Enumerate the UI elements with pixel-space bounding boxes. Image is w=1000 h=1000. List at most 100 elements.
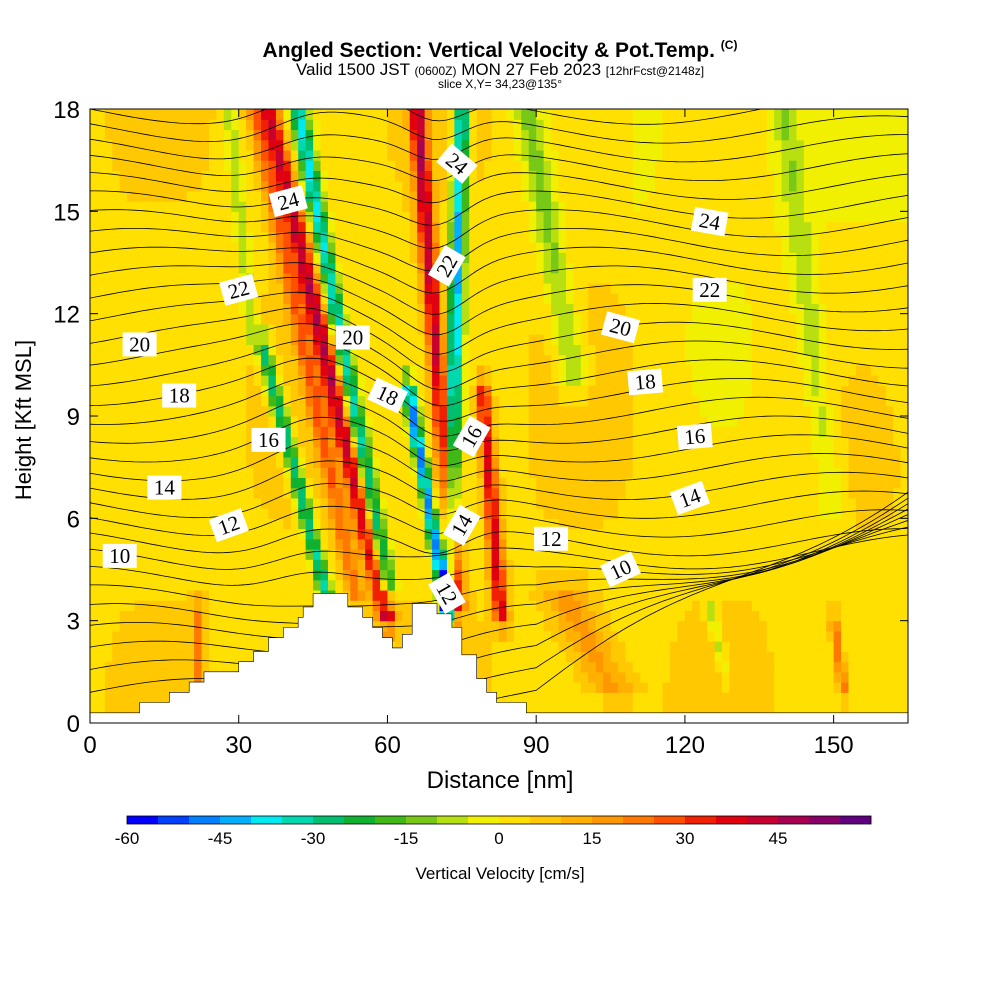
velocity-cell bbox=[543, 702, 552, 714]
velocity-cell bbox=[231, 589, 240, 601]
velocity-cell bbox=[127, 446, 136, 458]
velocity-cell bbox=[699, 313, 708, 325]
velocity-cell bbox=[461, 497, 470, 509]
velocity-cell bbox=[432, 559, 441, 571]
velocity-cell bbox=[216, 272, 225, 284]
velocity-cell bbox=[387, 201, 396, 212]
velocity-cell bbox=[186, 661, 195, 673]
velocity-cell bbox=[647, 682, 656, 693]
velocity-cell bbox=[662, 651, 671, 663]
velocity-cell bbox=[261, 477, 270, 489]
velocity-cell bbox=[119, 426, 128, 438]
velocity-cell bbox=[350, 579, 359, 591]
velocity-cell bbox=[536, 651, 545, 663]
velocity-cell bbox=[409, 589, 418, 601]
velocity-cell bbox=[380, 262, 389, 274]
velocity-cell bbox=[454, 416, 463, 427]
velocity-cell bbox=[551, 456, 560, 468]
velocity-cell bbox=[409, 252, 418, 264]
velocity-cell bbox=[647, 518, 656, 530]
velocity-cell bbox=[476, 211, 485, 223]
velocity-cell bbox=[536, 559, 545, 571]
velocity-cell bbox=[394, 149, 403, 161]
velocity-cell bbox=[543, 180, 552, 192]
velocity-cell bbox=[320, 518, 329, 530]
velocity-cell bbox=[617, 579, 627, 591]
velocity-cell bbox=[655, 538, 664, 550]
velocity-cell bbox=[692, 231, 701, 243]
velocity-cell bbox=[387, 518, 396, 530]
velocity-cell bbox=[223, 538, 232, 550]
velocity-cell bbox=[424, 416, 433, 427]
velocity-cell bbox=[164, 109, 173, 120]
velocity-cell bbox=[491, 190, 500, 202]
velocity-cell bbox=[208, 477, 218, 489]
velocity-cell bbox=[246, 221, 255, 233]
velocity-cell bbox=[357, 252, 366, 264]
velocity-cell bbox=[305, 119, 314, 131]
velocity-cell bbox=[298, 508, 307, 519]
velocity-cell bbox=[238, 170, 247, 182]
velocity-cell bbox=[223, 303, 232, 315]
velocity-cell bbox=[90, 313, 99, 325]
velocity-cell bbox=[394, 456, 403, 468]
velocity-cell bbox=[179, 323, 188, 335]
velocity-cell bbox=[194, 426, 203, 438]
velocity-cell bbox=[640, 293, 649, 305]
velocity-cell bbox=[119, 252, 128, 264]
velocity-cell bbox=[372, 620, 381, 632]
velocity-cell bbox=[461, 282, 470, 294]
velocity-cell bbox=[699, 661, 708, 673]
velocity-cell bbox=[499, 446, 508, 458]
velocity-cell bbox=[640, 692, 649, 704]
velocity-cell bbox=[573, 139, 582, 151]
velocity-cell bbox=[112, 569, 121, 581]
velocity-cell bbox=[186, 508, 195, 519]
velocity-cell bbox=[632, 262, 641, 274]
velocity-cell bbox=[127, 528, 136, 540]
velocity-cell bbox=[283, 477, 292, 489]
velocity-cell bbox=[647, 323, 656, 335]
velocity-cell bbox=[112, 201, 121, 212]
velocity-cell bbox=[313, 313, 322, 325]
velocity-cell bbox=[327, 364, 336, 376]
velocity-cell bbox=[625, 139, 634, 151]
velocity-cell bbox=[268, 160, 277, 171]
velocity-cell bbox=[149, 252, 158, 264]
velocity-cell bbox=[580, 354, 589, 366]
velocity-cell bbox=[246, 497, 255, 509]
velocity-cell bbox=[171, 313, 180, 325]
velocity-cell bbox=[424, 201, 433, 212]
velocity-cell bbox=[231, 620, 240, 632]
velocity-cell bbox=[662, 129, 671, 141]
velocity-cell bbox=[149, 497, 158, 509]
velocity-cell bbox=[491, 518, 500, 530]
velocity-cell bbox=[528, 456, 537, 468]
velocity-cell bbox=[112, 528, 121, 540]
velocity-cell bbox=[313, 344, 322, 356]
velocity-cell bbox=[112, 426, 121, 438]
velocity-cell bbox=[335, 354, 344, 366]
velocity-cell bbox=[186, 129, 195, 141]
velocity-cell bbox=[90, 610, 99, 622]
velocity-cell bbox=[261, 262, 270, 274]
velocity-cell bbox=[513, 221, 522, 233]
velocity-cell bbox=[543, 559, 552, 571]
velocity-cell bbox=[632, 282, 641, 294]
velocity-cell bbox=[90, 334, 99, 345]
velocity-cell bbox=[208, 600, 218, 612]
velocity-cell bbox=[707, 600, 716, 612]
velocity-cell bbox=[432, 252, 441, 264]
velocity-cell bbox=[127, 180, 136, 192]
velocity-cell bbox=[201, 190, 210, 202]
velocity-cell bbox=[97, 385, 106, 397]
velocity-cell bbox=[603, 589, 612, 601]
velocity-cell bbox=[186, 487, 195, 499]
velocity-cell bbox=[484, 364, 493, 376]
velocity-cell bbox=[97, 426, 106, 438]
velocity-cell bbox=[528, 559, 537, 571]
velocity-cell bbox=[632, 231, 641, 243]
velocity-cell bbox=[655, 446, 664, 458]
velocity-cell bbox=[104, 487, 113, 499]
velocity-cell bbox=[171, 446, 180, 458]
